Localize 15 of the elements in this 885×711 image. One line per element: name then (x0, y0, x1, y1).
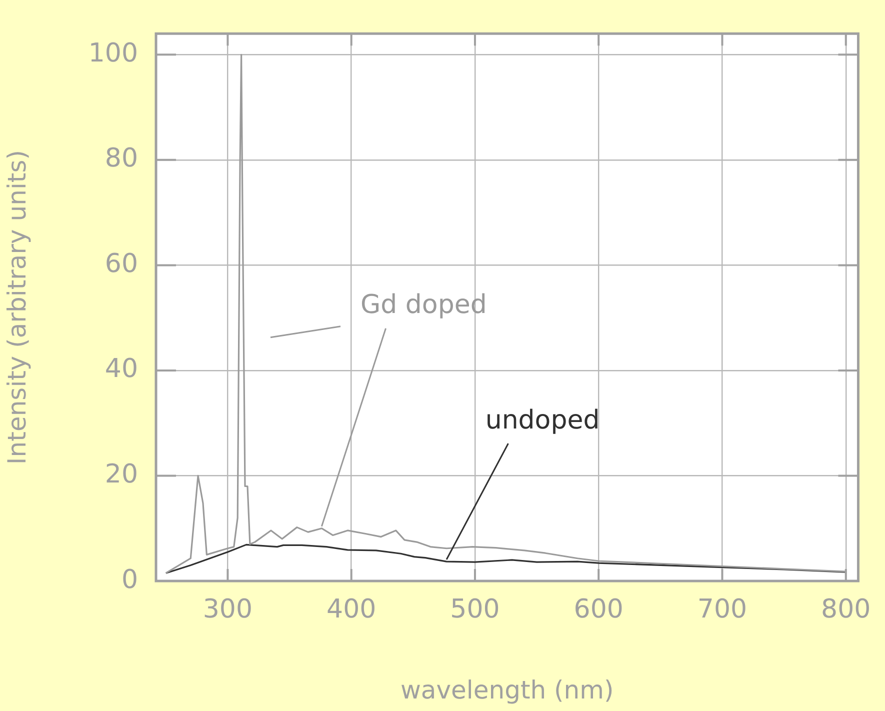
text: undoped (485, 405, 600, 436)
y-tick-label: 60 (104, 248, 138, 279)
x-axis-title: wavelength (nm) (400, 676, 614, 704)
x-tick-label: 600 (574, 594, 624, 624)
y-tick-label: 100 (88, 38, 138, 68)
y-tick-label: 0 (121, 564, 138, 595)
x-tick-label: 300 (202, 594, 253, 624)
y-axis-title: Intensity (arbitrary units) (2, 150, 32, 465)
x-tick-label: 500 (450, 594, 500, 624)
x-tick-label: 400 (326, 594, 376, 624)
x-tick-label: 700 (697, 594, 748, 624)
y-tick-label: 40 (104, 354, 138, 384)
y-tick-label: 80 (104, 144, 138, 174)
y-tick-label: 20 (104, 459, 138, 490)
x-tick-label: 800 (821, 594, 871, 624)
